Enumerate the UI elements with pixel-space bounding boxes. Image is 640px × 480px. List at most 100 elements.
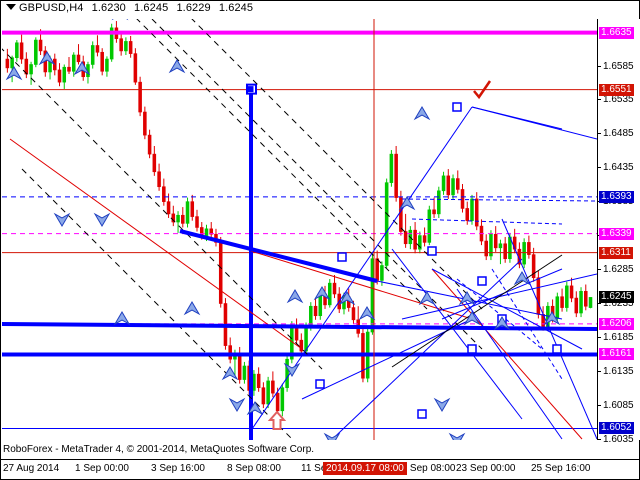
geometry-dashed-2[interactable] [456, 278, 543, 350]
time-tick-label: 18 Sep 08:00 [396, 463, 456, 474]
price-label-magenta[interactable]: 1.6206 [599, 317, 634, 330]
trendline-red-1[interactable] [9, 138, 303, 350]
price-axis[interactable]: 1.65851.65351.64851.64351.63851.63351.62… [597, 19, 640, 445]
fractal-arrow [5, 66, 23, 81]
candle-body [128, 41, 133, 54]
candle-body [536, 277, 541, 315]
geometry-line-7[interactable] [322, 258, 523, 440]
candle-body [299, 339, 304, 352]
geometry-line-5[interactable] [456, 288, 563, 440]
chart-plot-area[interactable] [2, 19, 597, 440]
price-tick-label: 1.6185 [603, 332, 634, 344]
geometry-line-0[interactable] [251, 106, 473, 430]
price-label-red[interactable]: 1.6551 [599, 83, 634, 96]
fractal-arrow [463, 311, 481, 326]
fractal-arrow-icon [246, 401, 264, 416]
candle-body [176, 214, 180, 223]
candle-body [493, 233, 498, 249]
candle-body [76, 54, 81, 63]
candle-body [413, 229, 417, 250]
price-tick: 1.6085 [598, 400, 640, 412]
fractal-arrow-icon [168, 59, 186, 74]
candle-body [275, 392, 280, 412]
geometry-line-8[interactable] [501, 218, 597, 440]
object-handle-7[interactable] [552, 344, 562, 354]
candle-body [181, 214, 185, 224]
fractal-arrow-icon [283, 362, 301, 377]
fractal-arrow-icon [513, 271, 531, 286]
time-axis[interactable]: 27 Aug 2014 1 Sep 00:00 3 Sep 16:00 8 Sep 0… [1, 459, 640, 480]
fractal-arrow-icon [73, 61, 91, 76]
candle-body [266, 380, 270, 405]
tick-mark [598, 65, 601, 67]
candle-body [474, 198, 479, 227]
price-label-magenta[interactable]: 1.6339 [599, 227, 634, 240]
tick-mark [598, 99, 601, 101]
tick-mark [598, 303, 601, 305]
price-label-blue[interactable]: 1.6393 [599, 190, 634, 203]
price-label-magenta[interactable]: 1.6161 [599, 348, 634, 361]
fractal-arrow [73, 61, 91, 76]
channel-dashed-1[interactable] [152, 19, 483, 310]
fractal-arrow-icon [543, 311, 561, 326]
geometry-dashed-0[interactable] [401, 198, 597, 202]
candle-body [90, 45, 95, 65]
geometry-dashed-3[interactable] [491, 268, 563, 380]
candle-body [29, 64, 33, 75]
fractal-arrow-icon [463, 311, 481, 326]
candle-body [119, 38, 123, 52]
geometry-dashed-1[interactable] [411, 218, 563, 225]
object-handle-2[interactable] [337, 252, 347, 262]
price-label-blue[interactable]: 1.6052 [599, 422, 634, 435]
price-label-red[interactable]: 1.6311 [599, 246, 633, 259]
price-label-magenta[interactable]: 1.6635 [599, 26, 634, 39]
trendline-red-2[interactable] [250, 250, 473, 320]
price-tick-label: 1.6135 [603, 366, 634, 378]
candle-body [527, 242, 531, 255]
price-label-black[interactable]: 1.6245 [599, 291, 634, 304]
object-handle-6[interactable] [417, 409, 427, 419]
candle-body [5, 58, 10, 69]
geometry-line-11[interactable] [301, 318, 473, 400]
object-handle-0[interactable] [452, 102, 462, 112]
channel-dashed-lower[interactable] [21, 168, 332, 440]
fractal-arrow-icon [458, 291, 476, 306]
fractal-arrow [283, 362, 301, 377]
candle-body [57, 69, 62, 83]
trendline-blue-thick-2[interactable] [2, 322, 597, 331]
candle-body [261, 387, 266, 405]
object-handle-1[interactable] [427, 246, 437, 256]
candle-body [124, 41, 128, 52]
candle-body [138, 81, 142, 113]
channel-dashed-main[interactable] [151, 19, 483, 350]
connector-black[interactable] [391, 254, 563, 368]
geometry-line-3[interactable] [391, 248, 523, 420]
time-tick-label: 25 Sep 16:00 [531, 463, 591, 474]
fractal-arrow [458, 291, 476, 306]
candle-body [351, 307, 356, 321]
trendline-blue-thick-1[interactable] [179, 229, 378, 283]
fractal-arrow-icon [228, 397, 246, 412]
candle-body [384, 182, 389, 266]
chevron-down-icon[interactable] [6, 4, 16, 10]
candle-body [451, 178, 455, 196]
object-handle-5[interactable] [467, 344, 477, 354]
geometry-line-10[interactable] [471, 106, 597, 140]
time-tick-label: 1 Sep 00:00 [75, 463, 129, 474]
geometry-line-4[interactable] [431, 268, 583, 350]
candle-body [285, 358, 289, 389]
fractal-arrow-icon [113, 311, 131, 326]
object-handle-3[interactable] [477, 276, 487, 286]
price-tick: 1.6485 [598, 128, 640, 140]
object-handle-8[interactable] [315, 379, 325, 389]
candle-body [218, 242, 223, 304]
candle-body [498, 243, 503, 249]
channel-dashed-2[interactable] [2, 39, 323, 370]
chart-canvas [2, 19, 597, 440]
fractal-arrow [433, 397, 451, 412]
fractal-arrow [168, 59, 186, 74]
fractal-arrow-icon [286, 289, 304, 304]
candle-body [446, 175, 451, 196]
candle-body [19, 42, 24, 60]
